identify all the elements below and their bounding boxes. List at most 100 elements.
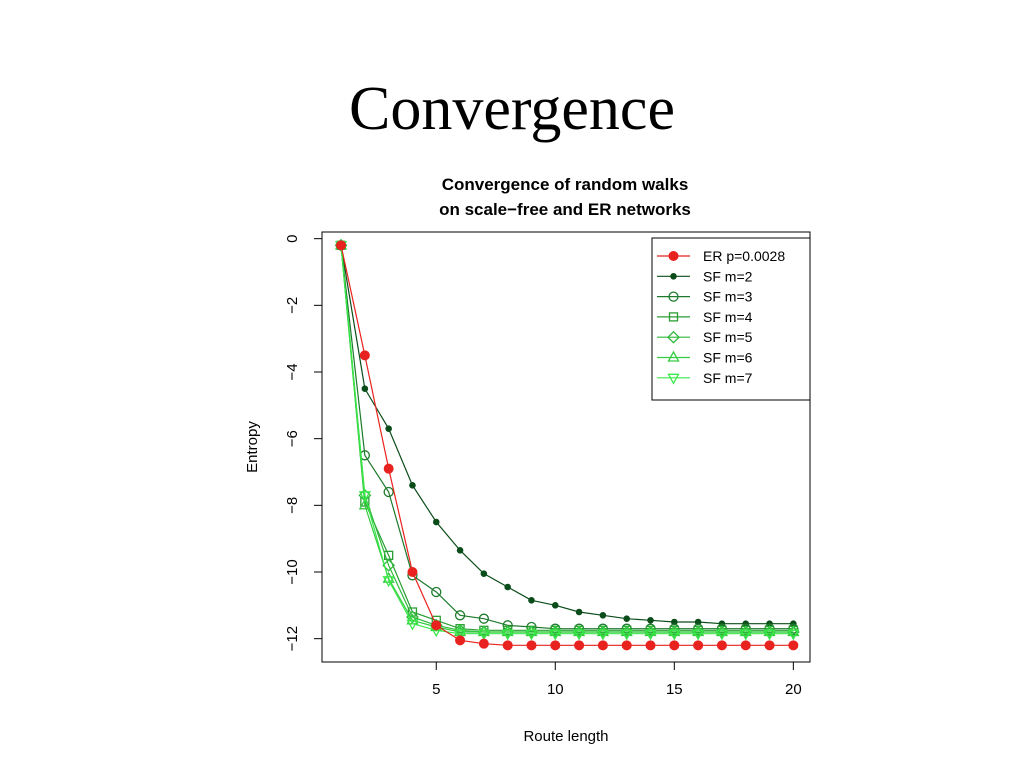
data-point	[788, 640, 799, 651]
data-point	[383, 486, 394, 498]
data-point	[477, 629, 490, 641]
legend-entry: SF m=6	[657, 350, 753, 366]
data-point	[432, 518, 440, 526]
legend-entry: SF m=3	[657, 289, 753, 305]
data-point	[620, 629, 633, 641]
series-sf-m-7	[334, 241, 800, 641]
axes: 5 10 15 20 0 −2 −4 −6 −8 −10 −12	[284, 234, 802, 698]
series-line	[340, 245, 794, 635]
data-point	[336, 240, 347, 251]
data-point	[382, 576, 395, 588]
data-point	[596, 629, 610, 641]
data-point	[358, 491, 371, 503]
data-point	[644, 629, 657, 641]
data-point	[504, 583, 511, 591]
legend-swatch-marker	[667, 330, 680, 344]
data-point	[456, 547, 464, 554]
data-point	[407, 567, 418, 577]
data-point	[502, 640, 513, 651]
data-point	[549, 629, 562, 641]
data-point	[623, 615, 631, 622]
data-point	[620, 625, 633, 637]
y-axis-label: Entropy	[244, 421, 261, 473]
data-point	[431, 586, 442, 598]
data-point	[455, 635, 466, 646]
data-point	[406, 619, 419, 631]
y-tick-label: −12	[284, 626, 301, 651]
legend-label: ER p=0.0028	[703, 248, 785, 264]
data-point	[382, 571, 395, 583]
x-tick-label: 15	[666, 681, 683, 698]
legend-label: SF m=4	[703, 309, 753, 325]
data-point	[477, 625, 490, 637]
data-point	[478, 638, 489, 649]
data-point	[361, 385, 369, 392]
data-point	[409, 482, 416, 489]
data-point	[715, 629, 729, 641]
y-tick-label: −10	[284, 559, 301, 584]
data-point	[480, 570, 488, 577]
legend-label: SF m=5	[703, 329, 753, 345]
data-point	[599, 612, 607, 619]
series-layer	[334, 238, 800, 651]
legend-swatch-marker	[668, 291, 679, 302]
data-point	[740, 640, 751, 651]
legend-label: SF m=3	[703, 289, 753, 305]
data-point	[382, 558, 396, 572]
slide-title: Convergence	[349, 75, 675, 143]
legend-entry: SF m=2	[657, 268, 753, 284]
data-point	[501, 625, 514, 637]
x-axis-label: Route length	[523, 728, 608, 745]
chart-title: Convergence of random walks	[442, 175, 689, 194]
data-point	[645, 640, 656, 651]
data-point	[383, 463, 394, 474]
legend-label: SF m=7	[703, 370, 753, 386]
legend: ER p=0.0028 SF m=2 SF m=3 SF m=4 SF m=5 SF m=…	[651, 237, 811, 401]
legend-swatch-marker	[668, 312, 679, 322]
data-point	[692, 629, 705, 641]
data-point	[597, 640, 608, 651]
y-tick-label: −6	[284, 430, 301, 447]
data-point	[787, 629, 800, 641]
data-point	[359, 350, 370, 361]
data-point	[385, 425, 392, 432]
data-point	[572, 625, 586, 637]
y-tick-label: −4	[284, 363, 301, 380]
legend-entry: SF m=4	[657, 309, 753, 325]
y-tick-label: −8	[284, 497, 301, 514]
data-point	[549, 625, 562, 637]
y-tick-label: 0	[284, 234, 301, 242]
legend-entry: SF m=5	[657, 329, 753, 345]
legend-swatch-marker	[670, 273, 677, 280]
data-point	[453, 629, 467, 641]
data-point	[739, 629, 752, 641]
data-point	[668, 625, 681, 637]
legend-label: SF m=2	[703, 268, 753, 284]
data-point	[550, 640, 561, 651]
data-point	[528, 597, 535, 604]
chart-subtitle: on scale−free and ER networks	[439, 200, 691, 219]
legend-swatch-marker	[668, 251, 679, 261]
data-point	[431, 620, 442, 631]
y-tick-label: −2	[284, 297, 301, 314]
data-point	[763, 625, 776, 637]
legend-swatch-marker	[667, 350, 680, 362]
data-point	[763, 629, 776, 641]
series-line	[340, 245, 794, 625]
data-point	[644, 625, 657, 637]
data-point	[501, 629, 514, 641]
legend-box	[651, 237, 811, 401]
data-point	[647, 617, 654, 624]
x-tick-label: 20	[785, 681, 802, 698]
data-point	[693, 640, 704, 651]
series-sf-m-2	[337, 242, 797, 627]
series-er-p-0-0028	[336, 240, 799, 651]
data-point	[572, 629, 586, 641]
data-point	[668, 629, 681, 641]
legend-entry: SF m=7	[657, 370, 753, 386]
data-point	[716, 640, 727, 651]
data-point	[787, 625, 800, 637]
data-point	[621, 640, 632, 651]
data-point	[454, 610, 466, 621]
x-tick-label: 10	[547, 681, 564, 698]
